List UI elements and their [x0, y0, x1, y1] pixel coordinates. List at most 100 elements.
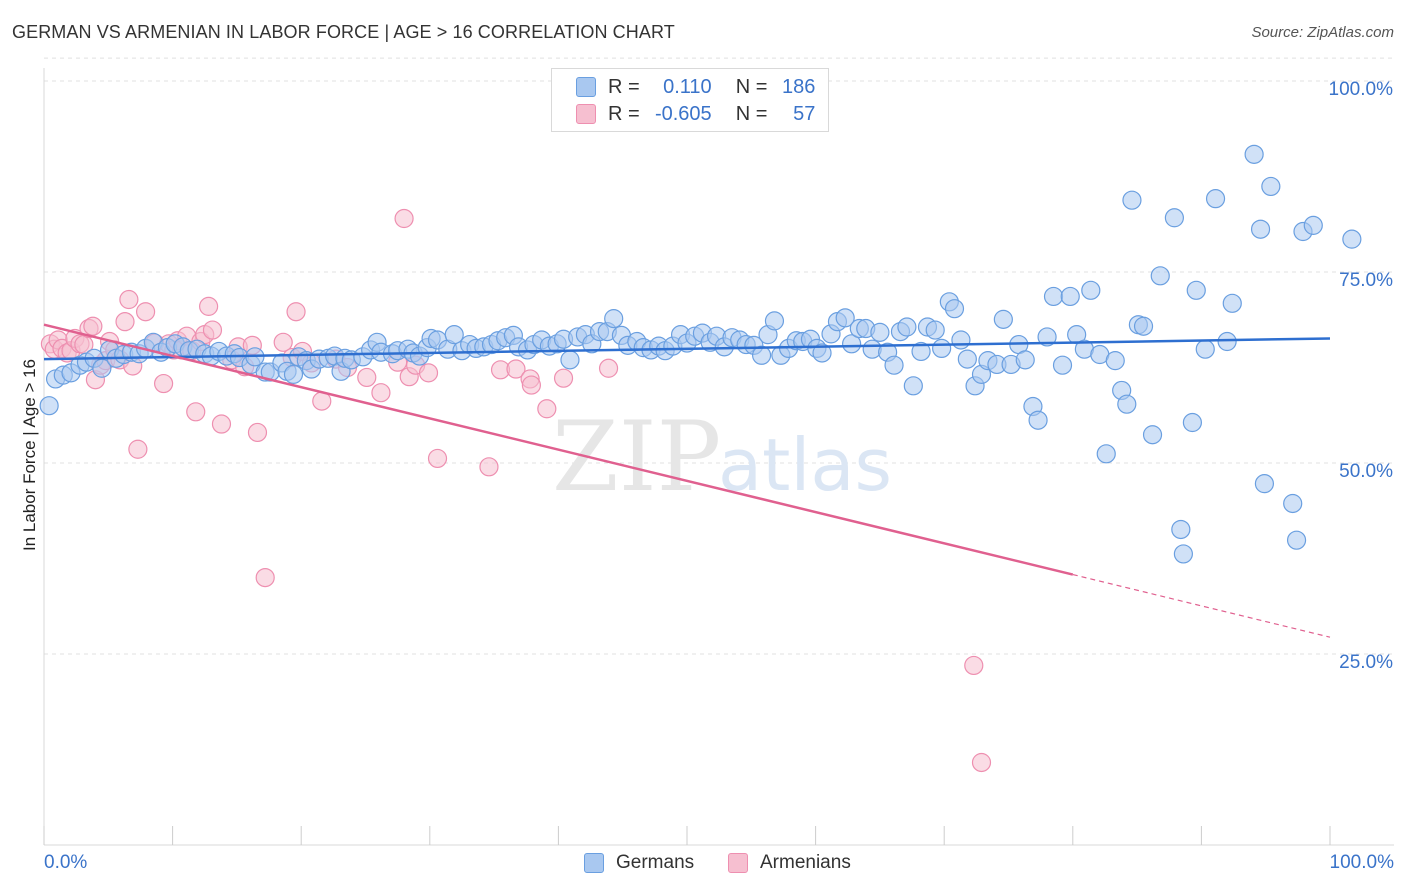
x-tick-label-min: 0.0%	[44, 852, 88, 873]
german-point	[1261, 176, 1281, 197]
german-point	[951, 330, 971, 350]
r-value: 0.110	[663, 75, 712, 98]
german-point	[932, 338, 952, 358]
german-point	[1096, 444, 1116, 464]
y-tick-label: 25.0%	[1339, 652, 1393, 673]
armenian-point	[128, 439, 148, 459]
armenian-point	[119, 289, 139, 310]
legend-row-germans: R = 0.110 N = 186	[576, 75, 815, 99]
german-point	[1173, 544, 1193, 564]
german-point	[903, 376, 923, 396]
german-point	[444, 325, 464, 345]
y-tick-label: 50.0%	[1339, 461, 1393, 482]
legend-item-germans[interactable]: Germans	[584, 852, 694, 874]
trend-lines	[43, 323, 1331, 638]
german-point	[1244, 144, 1264, 164]
armenian-point	[394, 208, 414, 229]
german-point	[911, 341, 931, 362]
legend-label-armenians: Armenians	[760, 852, 851, 873]
german-point	[884, 355, 904, 375]
german-point	[1283, 493, 1303, 514]
n-label: N =	[735, 102, 768, 125]
german-point	[1217, 331, 1237, 352]
german-point	[1133, 316, 1154, 336]
legend-row-armenians: R = -0.605 N = 57	[576, 102, 815, 126]
german-point	[39, 396, 59, 416]
german-point	[1286, 530, 1307, 550]
y-tick-label: 100.0%	[1329, 79, 1394, 100]
x-tick-label-max: 100.0%	[1329, 852, 1394, 873]
german-point	[897, 317, 917, 337]
german-point	[1171, 519, 1191, 540]
armenian-point	[273, 332, 293, 352]
armenian-point	[418, 363, 439, 383]
source-label: Source: ZipAtlas.com	[1251, 24, 1394, 41]
german-point	[925, 320, 945, 340]
german-point	[944, 299, 965, 319]
german-point	[1060, 286, 1080, 307]
y-axis-label: In Labor Force | Age > 16	[20, 358, 39, 552]
armenian-point	[255, 567, 275, 588]
german-point	[604, 309, 624, 329]
armenian-point	[521, 375, 541, 395]
n-value: 57	[793, 102, 816, 125]
armenian-point	[506, 359, 526, 379]
series-legend: Germans Armenians	[0, 852, 1406, 878]
armenian-point	[479, 457, 499, 477]
german-point	[993, 309, 1013, 329]
armenian-point	[537, 399, 557, 419]
chart-title: GERMAN VS ARMENIAN IN LABOR FORCE | AGE …	[12, 22, 675, 42]
german-point	[870, 322, 890, 342]
german-point	[1043, 286, 1064, 307]
watermark-zip: ZIP	[552, 401, 721, 513]
r-label: R =	[608, 102, 640, 125]
german-point	[283, 364, 304, 384]
armenians-trend-extension	[1072, 573, 1331, 638]
german-point	[1186, 280, 1206, 300]
armenian-point	[964, 655, 984, 676]
armenian-point	[135, 302, 156, 322]
correlation-legend: R = 0.110 N = 186 R = -0.605 N = 57	[551, 68, 829, 132]
r-value: -0.605	[654, 102, 712, 125]
armenians-swatch	[728, 853, 748, 873]
armenian-point	[427, 448, 448, 469]
german-point	[1342, 229, 1362, 249]
armenian-point	[153, 373, 174, 394]
german-point	[1142, 425, 1163, 445]
armenian-point	[598, 358, 619, 378]
german-point	[1182, 412, 1202, 433]
german-point	[1254, 474, 1275, 494]
germans-trend-line	[43, 337, 1331, 361]
watermark: ZIP atlas	[552, 401, 892, 513]
german-point	[835, 308, 855, 328]
germans-swatch	[584, 853, 604, 873]
axes	[43, 68, 1394, 846]
german-point	[1105, 351, 1125, 371]
armenian-point	[211, 414, 232, 434]
armenians-trend-line	[43, 323, 1074, 576]
armenian-point	[115, 312, 135, 332]
legend-item-armenians[interactable]: Armenians	[728, 852, 851, 874]
armenian-point	[202, 320, 223, 340]
german-point	[1122, 190, 1142, 210]
german-point	[812, 343, 832, 363]
german-point	[1195, 339, 1215, 359]
german-point	[1303, 215, 1323, 235]
legend-label-germans: Germans	[616, 852, 695, 873]
armenian-point	[247, 422, 268, 443]
r-label: R =	[608, 75, 640, 98]
german-point	[1028, 410, 1048, 430]
armenian-point	[186, 402, 206, 422]
armenian-point	[286, 302, 306, 322]
german-point	[1052, 355, 1073, 375]
german-point	[1037, 327, 1057, 347]
german-point	[1015, 350, 1035, 370]
german-point	[1081, 280, 1101, 300]
armenian-point	[371, 383, 391, 403]
y-tick-labels: 25.0% 50.0% 75.0% 100.0%	[1329, 79, 1394, 673]
armenian-point	[553, 368, 574, 388]
n-value: 186	[782, 75, 816, 98]
german-point	[862, 339, 882, 359]
armenian-point	[199, 296, 219, 316]
german-point	[751, 345, 772, 365]
